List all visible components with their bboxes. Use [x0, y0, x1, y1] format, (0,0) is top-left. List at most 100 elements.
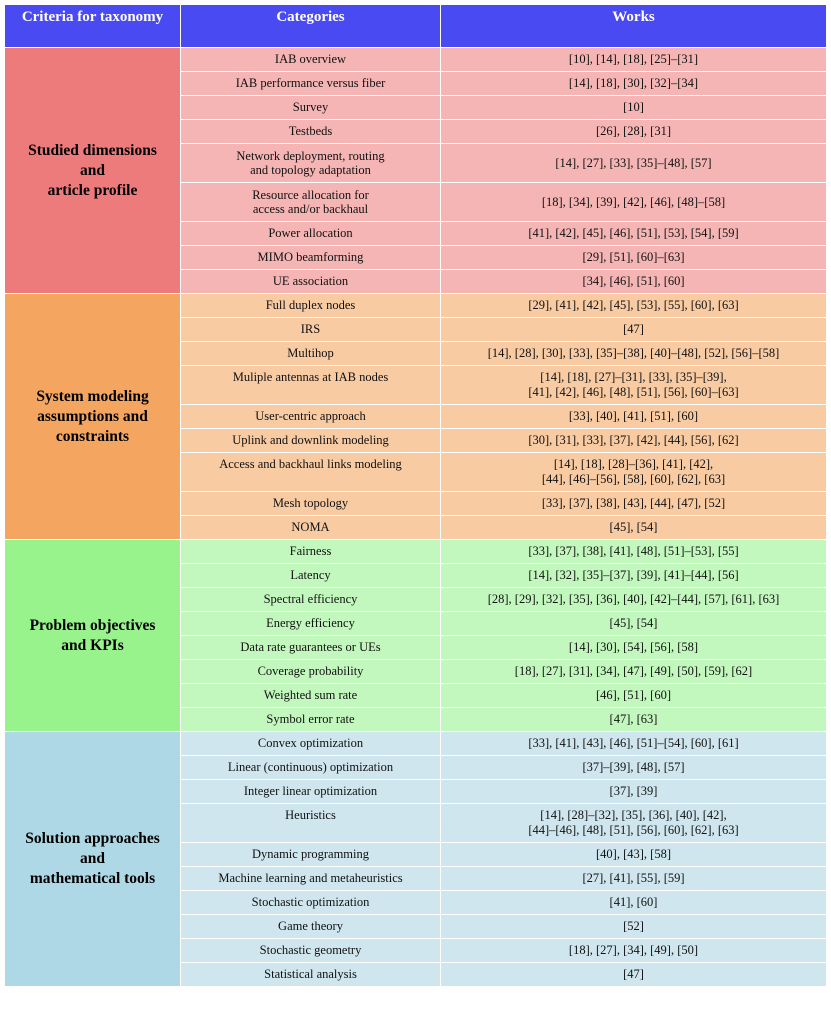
table-row: Dynamic programming [40], [43], [58]	[5, 843, 827, 867]
category-cell: Energy efficiency	[181, 612, 441, 636]
category-cell: Stochastic geometry	[181, 939, 441, 963]
works-label: [27], [41], [55], [59]	[582, 871, 685, 886]
works-cell: [14], [32], [35]–[37], [39], [41]–[44], …	[441, 564, 827, 588]
criteria-cell: Solution approaches and mathematical tools	[5, 732, 181, 987]
works-label: [40], [43], [58]	[596, 847, 671, 862]
category-label: User-centric approach	[255, 409, 366, 424]
category-label: Muliple antennas at IAB nodes	[232, 370, 389, 384]
table-row: Studied dimensions and article profile IAB …	[5, 48, 827, 294]
works-cell: [14], [18], [28]–[36], [41], [42], [44], …	[441, 453, 827, 492]
category-cell: Convex optimization	[181, 732, 441, 756]
table-row: Game theory [52]	[5, 915, 827, 939]
works-label: [26], [28], [31]	[596, 124, 671, 139]
category-cell: UE association	[181, 270, 441, 294]
criteria-label: and	[80, 161, 105, 179]
table-row: Stochastic geometry [18], [27], [34], [49…	[5, 939, 827, 963]
category-cell: Fairness	[181, 540, 441, 564]
works-cell: [10], [14], [18], [25]–[31]	[441, 48, 827, 72]
category-label: Machine learning and metaheuristics	[218, 871, 403, 886]
criteria-cell: Problem objectives and KPIs	[5, 540, 181, 732]
table-row: Latency [14], [32], [35]–[37], [39], [41]…	[5, 564, 827, 588]
criteria-label: and	[80, 850, 105, 867]
category-cell: Dynamic programming	[181, 843, 441, 867]
category-cell: Network deployment, routing and topology …	[181, 144, 441, 183]
table-row: Resource allocation for access and/or bac…	[5, 183, 827, 222]
works-label: [18], [27], [34], [49], [50]	[568, 943, 699, 958]
works-label: [46], [51], [60]	[596, 688, 671, 703]
category-cell: Linear (continuous) optimization	[181, 756, 441, 780]
category-label: Weighted sum rate	[263, 688, 358, 703]
works-cell: [29], [41], [42], [45], [53], [55], [60]…	[441, 294, 827, 318]
works-cell: [45], [54]	[441, 612, 827, 636]
category-cell: Access and backhaul links modeling	[181, 453, 441, 492]
works-label: [45], [54]	[609, 520, 658, 535]
works-cell: [47], [63]	[441, 708, 827, 732]
table-row: Heuristics [14], [28]–[32], [35], [36], […	[5, 804, 827, 843]
category-cell: Multihop	[181, 342, 441, 366]
works-cell: [33], [41], [43], [46], [51]–[54], [60],…	[441, 732, 827, 756]
category-label: Dynamic programming	[252, 847, 369, 862]
category-cell: Symbol error rate	[181, 708, 441, 732]
works-cell: [14], [28], [30], [33], [35]–[38], [40]–…	[441, 342, 827, 366]
works-label: [33], [37], [38], [43], [44], [47], [52]	[541, 496, 726, 511]
category-label: Convex optimization	[257, 736, 364, 751]
works-cell: [18], [34], [39], [42], [46], [48]–[58]	[441, 183, 827, 222]
table-row: Weighted sum rate [46], [51], [60]	[5, 684, 827, 708]
category-cell: Survey	[181, 96, 441, 120]
table-row: NOMA [45], [54]	[5, 516, 827, 540]
criteria-label: Problem objectives	[29, 616, 156, 634]
criteria-label: article profile	[47, 181, 138, 199]
category-cell: NOMA	[181, 516, 441, 540]
taxonomy-table: Criteria for taxonomy Categories Works S…	[5, 5, 827, 987]
criteria-label: System modeling	[36, 387, 149, 405]
works-cell: [18], [27], [31], [34], [47], [49], [50]…	[441, 660, 827, 684]
works-cell: [47]	[441, 318, 827, 342]
works-cell: [14], [27], [33], [35]–[48], [57]	[441, 144, 827, 183]
category-label: Statistical analysis	[264, 967, 357, 982]
category-cell: Machine learning and metaheuristics	[181, 867, 441, 891]
works-label: [44], [46]–[56], [58], [60], [62], [63]	[541, 471, 726, 486]
works-label: [47]	[623, 967, 644, 982]
table-row: Survey [10]	[5, 96, 827, 120]
category-label: Uplink and downlink modeling	[232, 433, 389, 448]
table-row: IRS [47]	[5, 318, 827, 342]
works-cell: [28], [29], [32], [35], [36], [40], [42]…	[441, 588, 827, 612]
category-cell: Muliple antennas at IAB nodes	[181, 366, 441, 405]
works-label: [14], [28]–[32], [35], [36], [40], [42],	[540, 808, 727, 822]
category-label: Spectral efficiency	[263, 592, 358, 607]
category-cell: Integer linear optimization	[181, 780, 441, 804]
category-cell: Coverage probability	[181, 660, 441, 684]
header-works: Works	[441, 5, 827, 48]
category-label: Full duplex nodes	[265, 298, 356, 313]
works-label: [14], [18], [27]–[31], [33], [35]–[39],	[540, 370, 727, 384]
table-row: Coverage probability [18], [27], [31], [3…	[5, 660, 827, 684]
category-label: IAB overview	[274, 52, 347, 67]
works-label: [41], [42], [45], [46], [51], [53], [54]…	[528, 226, 739, 241]
category-cell: Full duplex nodes	[181, 294, 441, 318]
criteria-label: mathematical tools	[29, 870, 156, 887]
category-cell: Spectral efficiency	[181, 588, 441, 612]
works-label: [52]	[623, 919, 644, 934]
works-label: [41], [60]	[609, 895, 658, 910]
category-label: and topology adaptation	[250, 163, 371, 177]
header-categories: Categories	[181, 5, 441, 48]
table-row: Stochastic optimization [41], [60]	[5, 891, 827, 915]
works-label: [14], [28], [30], [33], [35]–[38], [40]–…	[487, 346, 780, 361]
works-cell: [45], [54]	[441, 516, 827, 540]
works-cell: [14], [30], [54], [56], [58]	[441, 636, 827, 660]
table-row: Power allocation [41], [42], [45], [46], …	[5, 222, 827, 246]
table-row: Mesh topology [33], [37], [38], [43], [44…	[5, 492, 827, 516]
works-cell: [40], [43], [58]	[441, 843, 827, 867]
category-label: Resource allocation for	[252, 187, 369, 202]
category-label: Survey	[292, 100, 329, 115]
works-label: [47], [63]	[609, 712, 658, 727]
category-cell: Heuristics	[181, 804, 441, 843]
category-label: Heuristics	[285, 808, 336, 822]
category-label: Integer linear optimization	[243, 784, 378, 799]
table-row: Energy efficiency [45], [54]	[5, 612, 827, 636]
category-label: Latency	[290, 568, 331, 583]
category-cell: IRS	[181, 318, 441, 342]
works-label: [29], [41], [42], [45], [53], [55], [60]…	[528, 298, 739, 313]
works-cell: [18], [27], [34], [49], [50]	[441, 939, 827, 963]
table-row: Machine learning and metaheuristics [27],…	[5, 867, 827, 891]
